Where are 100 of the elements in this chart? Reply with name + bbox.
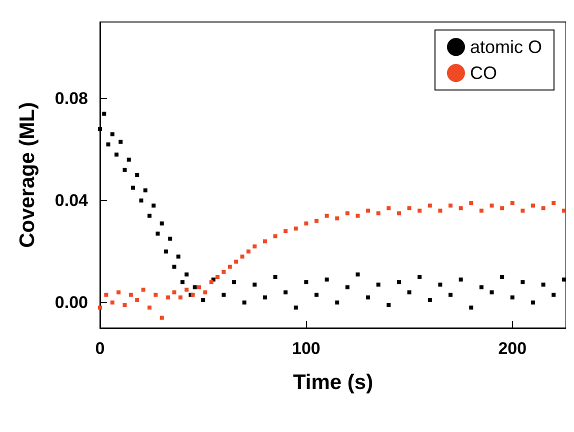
point	[164, 250, 168, 254]
point	[246, 250, 250, 254]
point	[428, 204, 432, 208]
point	[156, 232, 160, 236]
point	[196, 285, 201, 290]
point	[448, 204, 453, 208]
point	[262, 295, 267, 300]
point	[294, 306, 298, 310]
point	[222, 292, 226, 297]
point	[407, 290, 412, 294]
y-tick-label: 0.08	[54, 89, 88, 108]
point	[304, 221, 308, 226]
point	[110, 300, 114, 304]
point	[469, 201, 474, 206]
point	[510, 295, 514, 300]
point	[418, 208, 422, 213]
point	[172, 290, 176, 294]
point	[469, 306, 474, 310]
point	[122, 303, 127, 308]
point	[152, 204, 156, 208]
point	[438, 208, 442, 213]
point	[172, 264, 176, 269]
point	[209, 280, 214, 284]
point	[147, 306, 152, 310]
point	[242, 300, 246, 304]
point	[118, 140, 123, 144]
point	[356, 272, 360, 276]
point	[541, 282, 546, 287]
point	[143, 188, 148, 192]
point	[98, 306, 102, 310]
point	[428, 298, 432, 302]
point	[262, 239, 267, 244]
y-tick-label: 0.00	[54, 293, 88, 312]
point	[448, 292, 453, 297]
point	[135, 173, 140, 177]
point	[386, 303, 391, 308]
point	[184, 272, 189, 276]
point	[104, 292, 108, 297]
point	[252, 244, 257, 248]
x-tick-label: 200	[498, 339, 527, 358]
point	[98, 127, 102, 132]
point	[376, 211, 380, 216]
point	[304, 280, 308, 284]
point	[216, 275, 220, 279]
point	[294, 226, 298, 231]
point	[366, 208, 370, 213]
point	[114, 152, 118, 157]
point	[201, 298, 206, 302]
y-axis-title: Coverage (ML)	[16, 102, 39, 248]
point	[135, 298, 140, 302]
point	[510, 201, 514, 206]
point	[126, 158, 131, 162]
x-axis-title: Time (s)	[292, 371, 374, 394]
point	[141, 288, 146, 292]
point	[184, 288, 189, 292]
point	[458, 278, 463, 282]
point	[490, 290, 494, 294]
point	[335, 300, 340, 304]
point	[273, 234, 278, 238]
point	[335, 216, 340, 220]
point	[240, 254, 244, 259]
point	[479, 285, 484, 290]
point	[314, 218, 319, 223]
point	[562, 278, 566, 282]
point	[324, 214, 329, 218]
point	[166, 295, 170, 300]
point	[479, 208, 484, 213]
point	[284, 229, 288, 234]
point	[139, 198, 144, 202]
legend-label: atomic O	[470, 37, 542, 57]
point	[234, 260, 238, 264]
point	[458, 206, 463, 210]
point	[203, 290, 208, 294]
point	[147, 214, 152, 218]
legend-label: CO	[470, 63, 497, 83]
x-tick-label: 0	[95, 339, 105, 358]
point	[252, 282, 257, 287]
point	[490, 204, 494, 208]
point	[168, 236, 172, 241]
point	[128, 292, 133, 297]
point	[122, 168, 127, 172]
point	[552, 292, 556, 297]
point	[552, 201, 556, 206]
point	[438, 282, 442, 287]
point	[180, 280, 184, 284]
point	[222, 270, 226, 274]
point	[376, 282, 380, 287]
point	[500, 206, 504, 210]
point	[284, 290, 288, 294]
point	[314, 292, 319, 297]
point	[324, 278, 329, 282]
point	[154, 292, 158, 297]
point	[130, 186, 135, 190]
point	[116, 290, 121, 294]
y-tick-label: 0.04	[54, 191, 89, 210]
point	[500, 275, 504, 279]
point	[192, 285, 197, 290]
x-tick-label: 100	[292, 339, 320, 358]
point	[178, 295, 182, 300]
point	[345, 285, 350, 290]
